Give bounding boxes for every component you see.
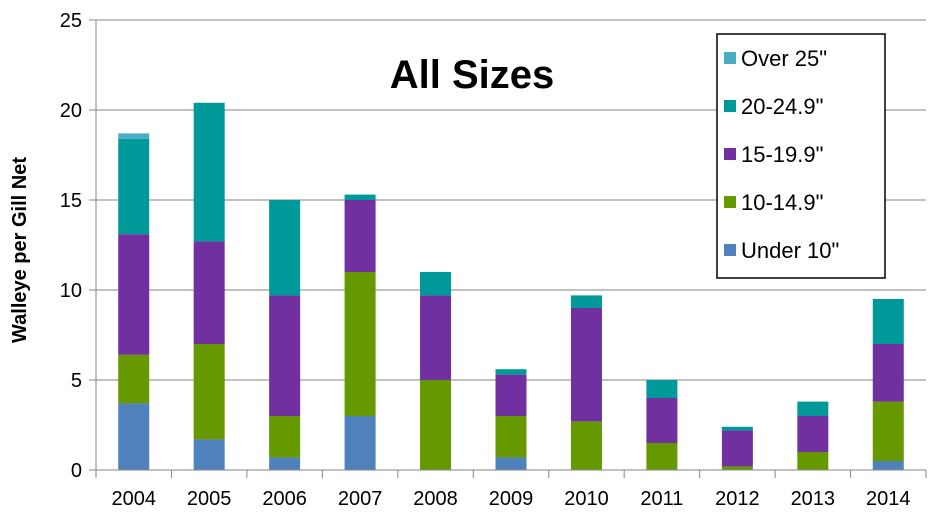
x-tick-label: 2010: [564, 488, 609, 510]
bar-segment: [570, 421, 602, 470]
bar-segment: [872, 299, 904, 344]
bar-segment: [344, 200, 376, 272]
y-tick-label: 0: [71, 460, 82, 482]
bar-segment: [193, 102, 225, 242]
bar-segment: [118, 133, 150, 139]
x-tick-label: 2005: [187, 488, 232, 510]
bar-segment: [721, 430, 753, 467]
bar-segment: [420, 380, 452, 470]
bar-segment: [646, 398, 678, 443]
bar-segment: [269, 457, 301, 470]
bar-segment: [193, 241, 225, 344]
y-axis-label: Walleye per Gill Net: [9, 157, 31, 343]
x-tick-label: 2008: [413, 488, 458, 510]
legend-label: Over 25": [741, 46, 827, 71]
legend-label: 20-24.9": [741, 94, 823, 119]
bar-segment: [193, 439, 225, 470]
bar-segment: [570, 295, 602, 308]
legend-swatch: [724, 244, 736, 256]
bar-segment: [118, 354, 150, 404]
bar-segment: [495, 374, 527, 416]
legend-swatch: [724, 100, 736, 112]
bar-segment: [269, 295, 301, 416]
bar-segment: [570, 308, 602, 422]
legend-swatch: [724, 196, 736, 208]
y-tick-label: 20: [60, 100, 82, 122]
x-tick-label: 2009: [489, 488, 534, 510]
bar-segment: [495, 416, 527, 458]
y-tick-label: 25: [60, 10, 82, 32]
bar-segment: [872, 461, 904, 470]
bar-segment: [269, 200, 301, 296]
bar-segment: [872, 344, 904, 402]
bar-segment: [872, 401, 904, 461]
y-tick-label: 5: [71, 370, 82, 392]
bar-segment: [420, 272, 452, 296]
bar-segment: [495, 457, 527, 470]
bars: [118, 102, 904, 470]
x-tick-label: 2013: [791, 488, 836, 510]
chart-title: All Sizes: [390, 53, 555, 97]
x-tick-label: 2012: [715, 488, 760, 510]
bar-segment: [269, 416, 301, 458]
x-tick-label: 2007: [338, 488, 383, 510]
bar-segment: [721, 426, 753, 431]
legend: Over 25" 20-24.9" 15-19.9" 10-14.9" Under 10…: [716, 33, 886, 279]
y-tick-label: 15: [60, 190, 82, 212]
bar-segment: [797, 401, 829, 416]
bar-segment: [646, 380, 678, 398]
x-tick-labels: 2004 2005 2006 2007 2008 2009 2010 2011 2012 2013…: [111, 488, 910, 510]
y-tick-label: 10: [60, 280, 82, 302]
bar-segment: [646, 443, 678, 470]
bar-segment: [420, 295, 452, 380]
bar-segment: [118, 234, 150, 355]
legend-swatch: [724, 148, 736, 160]
x-tick-label: 2006: [262, 488, 307, 510]
bar-segment: [797, 452, 829, 470]
x-tick-label: 2004: [111, 488, 156, 510]
bar-segment: [495, 369, 527, 375]
bar-segment: [118, 138, 150, 235]
bar-segment: [721, 466, 753, 470]
bar-segment: [118, 403, 150, 470]
x-tick-label: 2011: [640, 488, 683, 510]
legend-label: 15-19.9": [741, 142, 823, 167]
bar-segment: [344, 416, 376, 470]
bar-segment: [797, 416, 829, 452]
legend-swatch: [724, 52, 736, 64]
legend-label: 10-14.9": [741, 190, 823, 215]
legend-label: Under 10": [741, 238, 839, 263]
y-tick-labels: 0 5 10 15 20 25: [60, 10, 82, 482]
legend-box: [716, 33, 886, 279]
axes: [89, 19, 927, 478]
bar-segment: [344, 194, 376, 200]
x-tick-label: 2014: [866, 488, 911, 510]
bar-segment: [193, 344, 225, 440]
bar-segment: [344, 272, 376, 416]
